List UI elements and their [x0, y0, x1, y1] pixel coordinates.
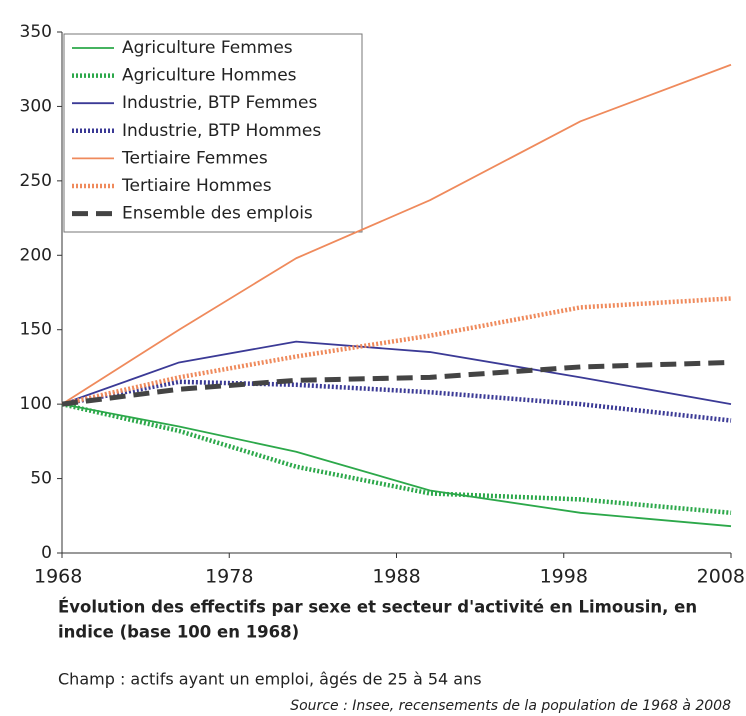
y-tick-label: 150 [20, 320, 52, 340]
y-tick-label: 50 [30, 469, 52, 489]
caption: Évolution des effectifs par sexe et sect… [58, 598, 697, 617]
series-line [61, 340, 732, 406]
series-line [61, 296, 732, 407]
y-tick-label: 100 [20, 394, 52, 414]
series-line [61, 63, 732, 405]
series-line [61, 379, 732, 423]
legend-label: Agriculture Hommes [122, 66, 297, 86]
note: Champ : actifs ayant un emploi, âgés de … [58, 670, 482, 689]
source: Source : Insee, recensements de la popul… [290, 698, 731, 714]
x-tick-label: 2008 [697, 566, 745, 588]
y-tick-label: 350 [20, 22, 52, 42]
x-tick-label: 1968 [34, 566, 82, 588]
x-tick-label: 1988 [372, 566, 420, 588]
series-line [61, 403, 732, 528]
series-line [61, 401, 732, 516]
legend-label: Tertiaire Femmes [121, 148, 268, 168]
x-tick-label: 1978 [205, 566, 253, 588]
y-tick-label: 200 [20, 245, 52, 265]
legend-label: Tertiaire Hommes [121, 176, 272, 196]
x-tick-label: 1998 [540, 566, 588, 588]
legend-label: Agriculture Femmes [122, 38, 293, 58]
series-line [61, 359, 732, 407]
y-tick-label: 300 [20, 96, 52, 116]
legend-label: Industrie, BTP Hommes [122, 121, 321, 141]
legend-label: Ensemble des emplois [122, 204, 313, 224]
y-tick-label: 250 [20, 171, 52, 191]
y-tick-label: 0 [41, 543, 52, 563]
caption: indice (base 100 en 1968) [58, 623, 299, 642]
legend-label: Industrie, BTP Femmes [122, 93, 317, 113]
